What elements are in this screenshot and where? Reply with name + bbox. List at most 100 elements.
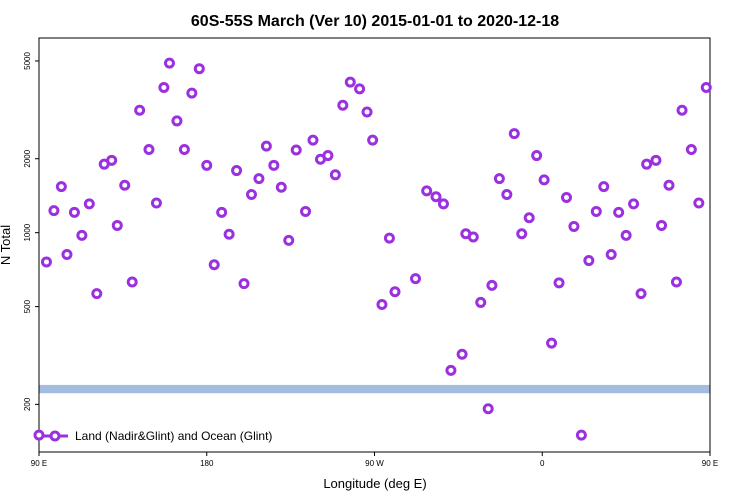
data-point: [663, 179, 675, 191]
data-point: [40, 256, 52, 268]
data-point: [245, 189, 257, 201]
data-point: [508, 128, 520, 140]
data-point: [676, 104, 688, 116]
data-point: [635, 288, 647, 300]
y-tick-label: 5000: [23, 52, 32, 70]
data-point: [421, 185, 433, 197]
data-points: [33, 57, 712, 441]
data-point: [613, 206, 625, 218]
data-point: [410, 273, 422, 285]
x-tick-label: 90 E: [31, 459, 47, 468]
data-point: [456, 348, 468, 360]
chart-title: 60S-55S March (Ver 10) 2015-01-01 to 202…: [191, 13, 559, 30]
data-point: [150, 197, 162, 209]
data-point: [445, 364, 457, 376]
data-point: [493, 173, 505, 185]
y-tick-label: 200: [23, 397, 32, 411]
data-point: [290, 144, 302, 156]
data-point: [322, 150, 334, 162]
data-point: [354, 83, 366, 95]
data-point: [68, 206, 80, 218]
data-point: [238, 278, 250, 290]
x-tick-label: 0: [540, 459, 545, 468]
data-point: [693, 197, 705, 209]
data-point: [61, 248, 73, 260]
data-point: [143, 144, 155, 156]
data-point: [656, 219, 668, 231]
data-point: [590, 205, 602, 217]
x-tick-label: 90 E: [702, 459, 718, 468]
data-point: [91, 288, 103, 300]
legend: Land (Nadir&Glint) and Ocean (Glint): [42, 429, 272, 443]
data-point: [605, 248, 617, 260]
data-point: [55, 181, 67, 193]
data-point: [700, 81, 712, 93]
data-point: [76, 229, 88, 241]
data-point: [134, 104, 146, 116]
data-point: [111, 219, 123, 231]
data-point: [231, 165, 243, 177]
y-axis-label: N Total: [0, 225, 13, 265]
data-point: [83, 198, 95, 210]
data-point: [300, 205, 312, 217]
data-point: [163, 57, 175, 69]
data-point: [275, 181, 287, 193]
data-point: [367, 134, 379, 146]
data-point: [201, 159, 213, 171]
data-point: [628, 198, 640, 210]
data-point: [685, 144, 697, 156]
data-point: [575, 429, 587, 441]
x-axis-label: Longitude (deg E): [323, 476, 426, 491]
data-point: [186, 87, 198, 99]
data-point: [329, 169, 341, 181]
data-point: [486, 279, 498, 291]
data-point: [583, 255, 595, 267]
data-point: [383, 232, 395, 244]
data-point: [620, 229, 632, 241]
data-point: [475, 296, 487, 308]
data-point: [223, 228, 235, 240]
y-tick-label: 2000: [23, 149, 32, 167]
y-tick-label: 1000: [23, 223, 32, 241]
y-tick-label: 500: [23, 299, 32, 313]
data-point: [260, 140, 272, 152]
data-point: [389, 286, 401, 298]
data-point: [516, 228, 528, 240]
data-point: [531, 150, 543, 162]
x-tick-label: 180: [200, 459, 214, 468]
legend-label: Land (Nadir&Glint) and Ocean (Glint): [75, 429, 272, 443]
x-tick-label: 90 W: [365, 459, 384, 468]
y-axis: 200 500 1000 2000 5000: [23, 52, 39, 411]
data-point: [546, 337, 558, 349]
data-point: [119, 179, 131, 191]
legend-marker: [49, 430, 61, 442]
data-point: [33, 429, 45, 441]
data-point: [670, 276, 682, 288]
reference-band: [39, 384, 710, 394]
data-point: [568, 220, 580, 232]
data-point: [253, 173, 265, 185]
data-point: [126, 276, 138, 288]
data-point: [650, 154, 662, 166]
data-point: [193, 63, 205, 75]
data-point: [598, 181, 610, 193]
data-point: [171, 115, 183, 127]
data-point: [437, 198, 449, 210]
data-point: [283, 234, 295, 246]
data-point: [344, 76, 356, 88]
data-point: [106, 154, 118, 166]
data-point: [307, 134, 319, 146]
data-point: [48, 205, 60, 217]
data-point: [361, 106, 373, 118]
reference-band-layer: [39, 384, 710, 394]
data-point: [337, 99, 349, 111]
x-axis: 90 E 180 90 W 0 90 E: [31, 452, 718, 468]
data-point: [482, 403, 494, 415]
data-point: [501, 189, 513, 201]
data-point: [158, 81, 170, 93]
data-point: [553, 277, 565, 289]
data-point: [208, 259, 220, 271]
data-point: [560, 192, 572, 204]
data-point: [376, 299, 388, 311]
